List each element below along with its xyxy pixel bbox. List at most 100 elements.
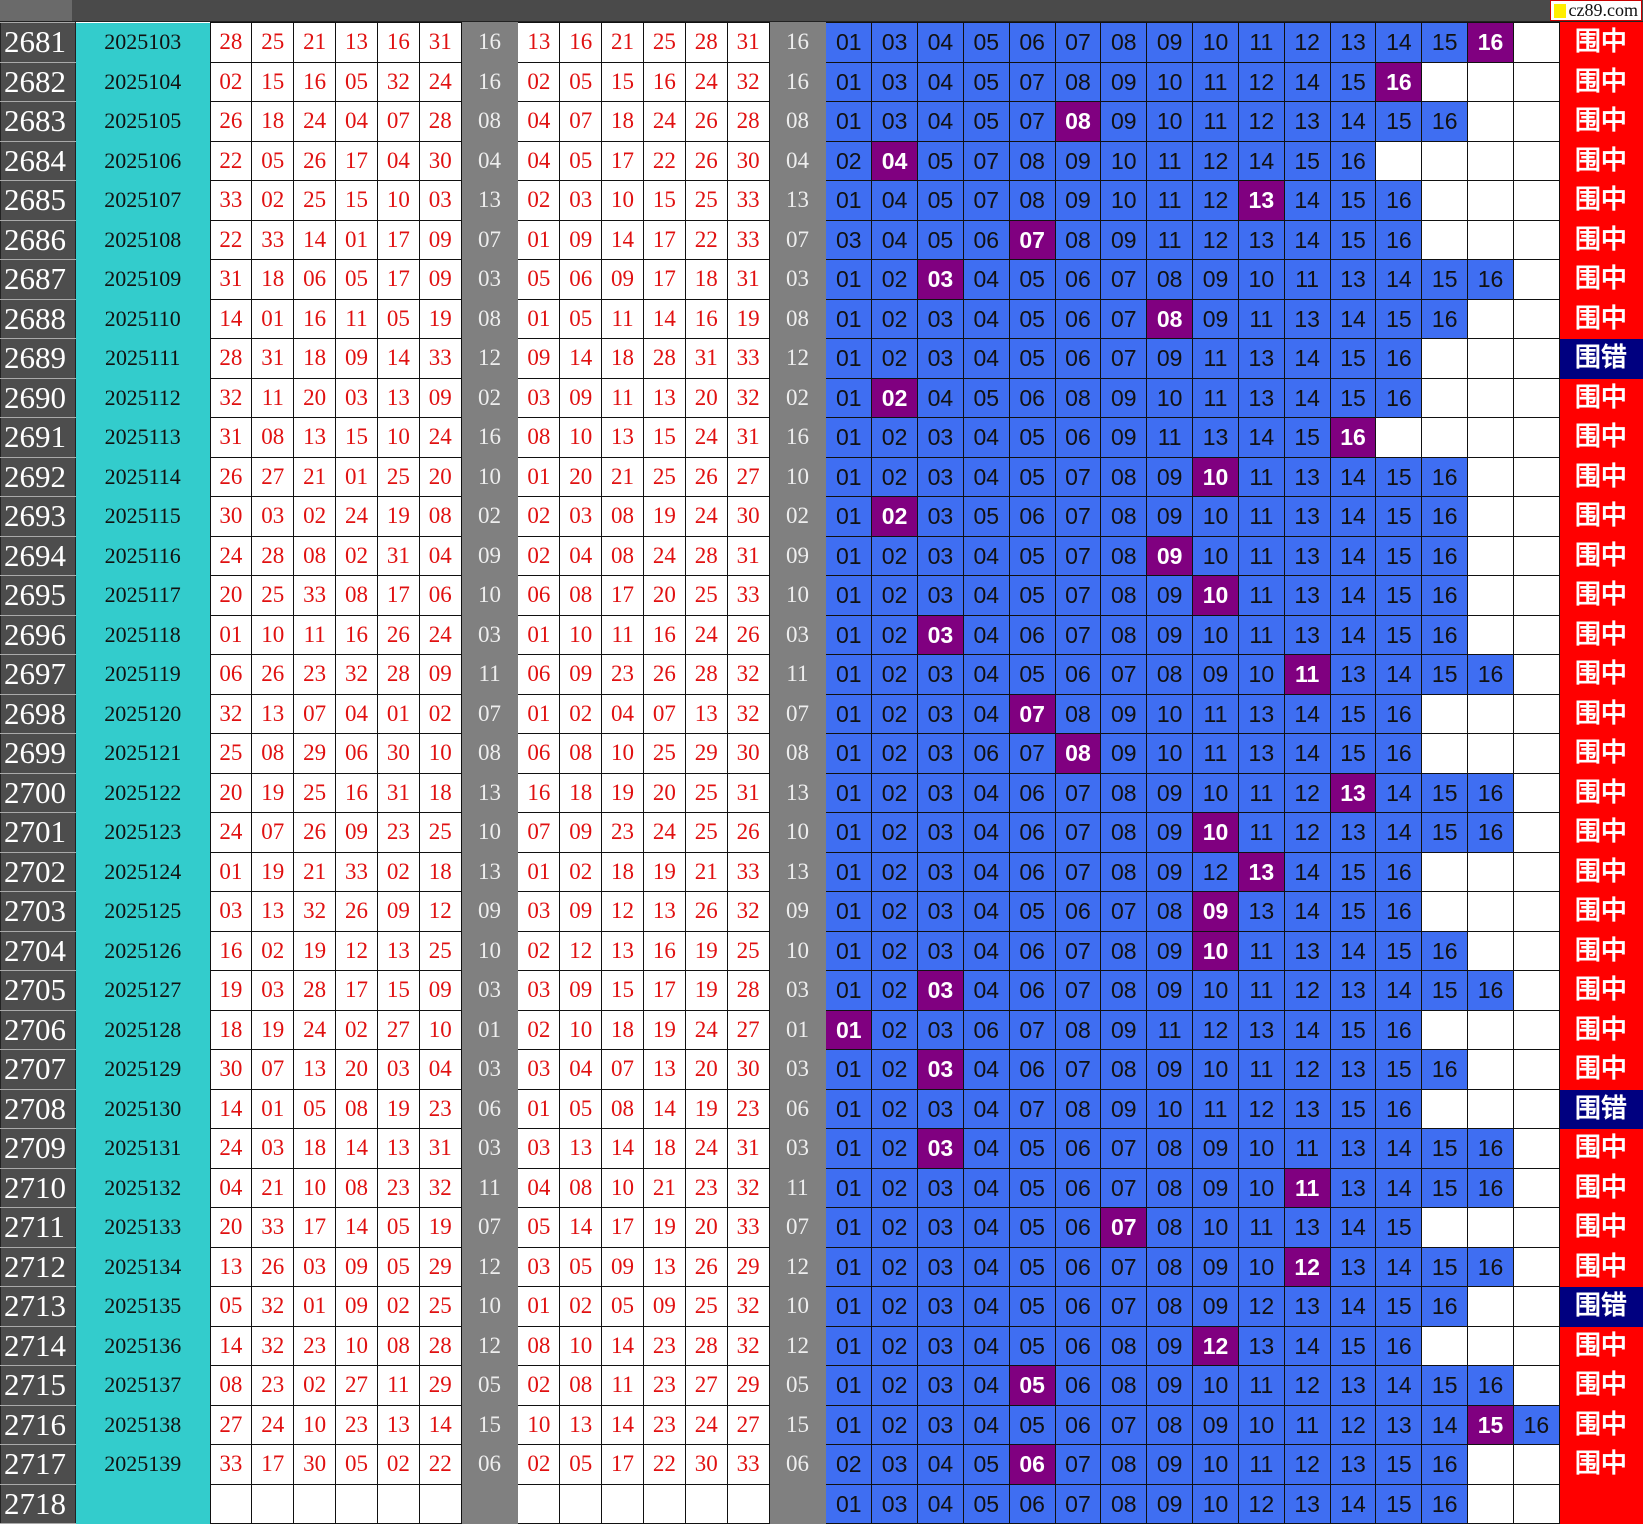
sorted-red-cell[interactable]: 18 — [684, 259, 728, 300]
blue-candidate-cell[interactable]: 05 — [1008, 535, 1056, 576]
empty-cell[interactable] — [1467, 417, 1514, 458]
status-badge[interactable]: 围中 — [1558, 377, 1643, 418]
blue-candidate-cell[interactable]: 09 — [1146, 614, 1194, 655]
blue-candidate-cell[interactable]: 11 — [1192, 1088, 1239, 1129]
blue-candidate-cell[interactable]: 09 — [1100, 693, 1148, 734]
empty-cell[interactable] — [1421, 61, 1469, 102]
sorted-red-cell[interactable]: 31 — [726, 259, 770, 300]
sorted-red-cell[interactable]: 25 — [642, 22, 686, 63]
blue-candidate-cell[interactable]: 04 — [871, 219, 918, 260]
red-number-cell[interactable]: 02 — [293, 496, 337, 537]
red-number-cell[interactable]: 31 — [209, 259, 253, 300]
blue-candidate-cell[interactable]: 16 — [1375, 891, 1423, 932]
blue-candidate-cell[interactable]: 15 — [1329, 1009, 1377, 1050]
blue-candidate-cell[interactable]: 05 — [1008, 891, 1056, 932]
blue-candidate-cell[interactable]: 08 — [1146, 1128, 1194, 1169]
blue-candidate-cell[interactable]: 01 — [825, 1207, 873, 1248]
sorted-red-cell[interactable]: 26 — [684, 101, 728, 142]
red-number-cell[interactable]: 32 — [418, 1167, 462, 1208]
red-number-cell[interactable]: 32 — [209, 377, 253, 418]
row-number[interactable]: 2689 — [0, 338, 76, 379]
blue-candidate-cell[interactable]: 04 — [962, 930, 1010, 971]
red-number-cell[interactable]: 05 — [335, 259, 378, 300]
blue-candidate-cell[interactable]: 14 — [1375, 1167, 1423, 1208]
empty-cell[interactable] — [1467, 1088, 1514, 1129]
blue-candidate-cell[interactable]: 03 — [917, 298, 964, 339]
blue-candidate-cell[interactable]: 02 — [871, 338, 918, 379]
sorted-red-cell[interactable]: 17 — [601, 575, 644, 616]
blue-candidate-cell[interactable]: 02 — [871, 733, 918, 774]
blue-candidate-cell[interactable]: 03 — [917, 417, 964, 458]
blue-candidate-cell[interactable]: 01 — [825, 1167, 873, 1208]
blue-candidate-cell[interactable]: 04 — [962, 1128, 1010, 1169]
empty-cell[interactable] — [1467, 1207, 1514, 1248]
empty-cell[interactable] — [1512, 693, 1560, 734]
blue-candidate-cell[interactable]: 07 — [1100, 1286, 1148, 1327]
blue-candidate-cell[interactable]: 14 — [1283, 1325, 1331, 1366]
blue-candidate-hit[interactable]: 08 — [1054, 101, 1102, 142]
sorted-red-cell[interactable]: 25 — [684, 575, 728, 616]
blue-candidate-cell[interactable]: 08 — [1146, 259, 1194, 300]
sorted-red-cell[interactable]: 01 — [517, 298, 561, 339]
blue-candidate-cell[interactable]: 16 — [1512, 1404, 1560, 1445]
blue-candidate-cell[interactable]: 03 — [917, 812, 964, 853]
row-number[interactable]: 2700 — [0, 772, 76, 813]
red-number-cell[interactable]: 24 — [209, 1128, 253, 1169]
period-cell[interactable]: 2025103 — [75, 22, 210, 62]
row-number[interactable]: 2681 — [0, 22, 76, 63]
sorted-red-cell[interactable]: 25 — [684, 812, 728, 853]
blue-candidate-cell[interactable]: 05 — [1008, 1246, 1056, 1287]
blue-candidate-cell[interactable]: 15 — [1375, 930, 1423, 971]
blue-candidate-cell[interactable]: 01 — [825, 812, 873, 853]
sorted-red-cell[interactable]: 05 — [559, 1246, 603, 1287]
blue-ball-cell[interactable]: 13 — [768, 180, 827, 221]
blue-candidate-hit[interactable]: 06 — [1008, 1444, 1056, 1485]
blue-candidate-cell[interactable]: 10 — [1192, 22, 1239, 63]
sorted-red-cell[interactable]: 23 — [726, 1088, 770, 1129]
empty-cell[interactable] — [1512, 456, 1560, 497]
status-badge[interactable]: 围中 — [1558, 851, 1643, 892]
empty-cell[interactable] — [1467, 456, 1514, 497]
red-number-cell[interactable]: 32 — [251, 1325, 295, 1366]
blue-ball-cell[interactable]: 03 — [460, 614, 519, 655]
sorted-red-cell[interactable]: 13 — [642, 1246, 686, 1287]
red-number-cell[interactable]: 03 — [251, 496, 295, 537]
blue-candidate-cell[interactable]: 08 — [1146, 1207, 1194, 1248]
blue-candidate-cell[interactable]: 13 — [1237, 1009, 1285, 1050]
blue-candidate-cell[interactable]: 11 — [1146, 1009, 1194, 1050]
red-number-cell[interactable]: 25 — [293, 180, 337, 221]
red-number-cell[interactable]: 17 — [335, 140, 378, 181]
period-cell[interactable]: 2025121 — [75, 733, 210, 773]
empty-cell[interactable] — [1467, 377, 1514, 418]
blue-candidate-cell[interactable]: 08 — [1146, 1286, 1194, 1327]
red-number-cell[interactable]: 09 — [335, 1246, 378, 1287]
empty-cell[interactable] — [1512, 22, 1560, 63]
sorted-red-cell[interactable]: 15 — [601, 970, 644, 1011]
blue-candidate-cell[interactable]: 16 — [1421, 456, 1469, 497]
blue-ball-cell[interactable]: 13 — [768, 851, 827, 892]
blue-candidate-cell[interactable]: 03 — [917, 575, 964, 616]
red-number-cell[interactable]: 08 — [209, 1365, 253, 1406]
sorted-red-cell[interactable]: 19 — [642, 1009, 686, 1050]
sorted-red-cell[interactable]: 24 — [684, 417, 728, 458]
red-number-cell[interactable]: 14 — [376, 338, 420, 379]
red-number-cell[interactable]: 08 — [376, 1325, 420, 1366]
blue-candidate-cell[interactable]: 13 — [1283, 101, 1331, 142]
sorted-red-cell[interactable]: 22 — [642, 140, 686, 181]
blue-candidate-cell[interactable]: 07 — [1054, 1483, 1102, 1524]
sorted-red-cell[interactable]: 09 — [601, 259, 644, 300]
blue-candidate-cell[interactable]: 05 — [1008, 1404, 1056, 1445]
blue-ball-cell[interactable]: 06 — [460, 1444, 519, 1485]
blue-candidate-cell[interactable]: 07 — [1054, 970, 1102, 1011]
blue-candidate-cell[interactable]: 04 — [962, 1207, 1010, 1248]
red-number-cell[interactable]: 13 — [376, 1128, 420, 1169]
empty-cell[interactable] — [1467, 1286, 1514, 1327]
blue-candidate-cell[interactable]: 04 — [962, 1167, 1010, 1208]
red-number-cell[interactable]: 05 — [376, 1207, 420, 1248]
blue-candidate-cell[interactable]: 16 — [1375, 1009, 1423, 1050]
blue-ball-cell[interactable]: 09 — [460, 535, 519, 576]
blue-candidate-cell[interactable]: 07 — [1100, 1404, 1148, 1445]
red-number-cell[interactable] — [251, 1483, 295, 1524]
blue-candidate-cell[interactable]: 16 — [1421, 575, 1469, 616]
blue-candidate-cell[interactable]: 03 — [917, 930, 964, 971]
